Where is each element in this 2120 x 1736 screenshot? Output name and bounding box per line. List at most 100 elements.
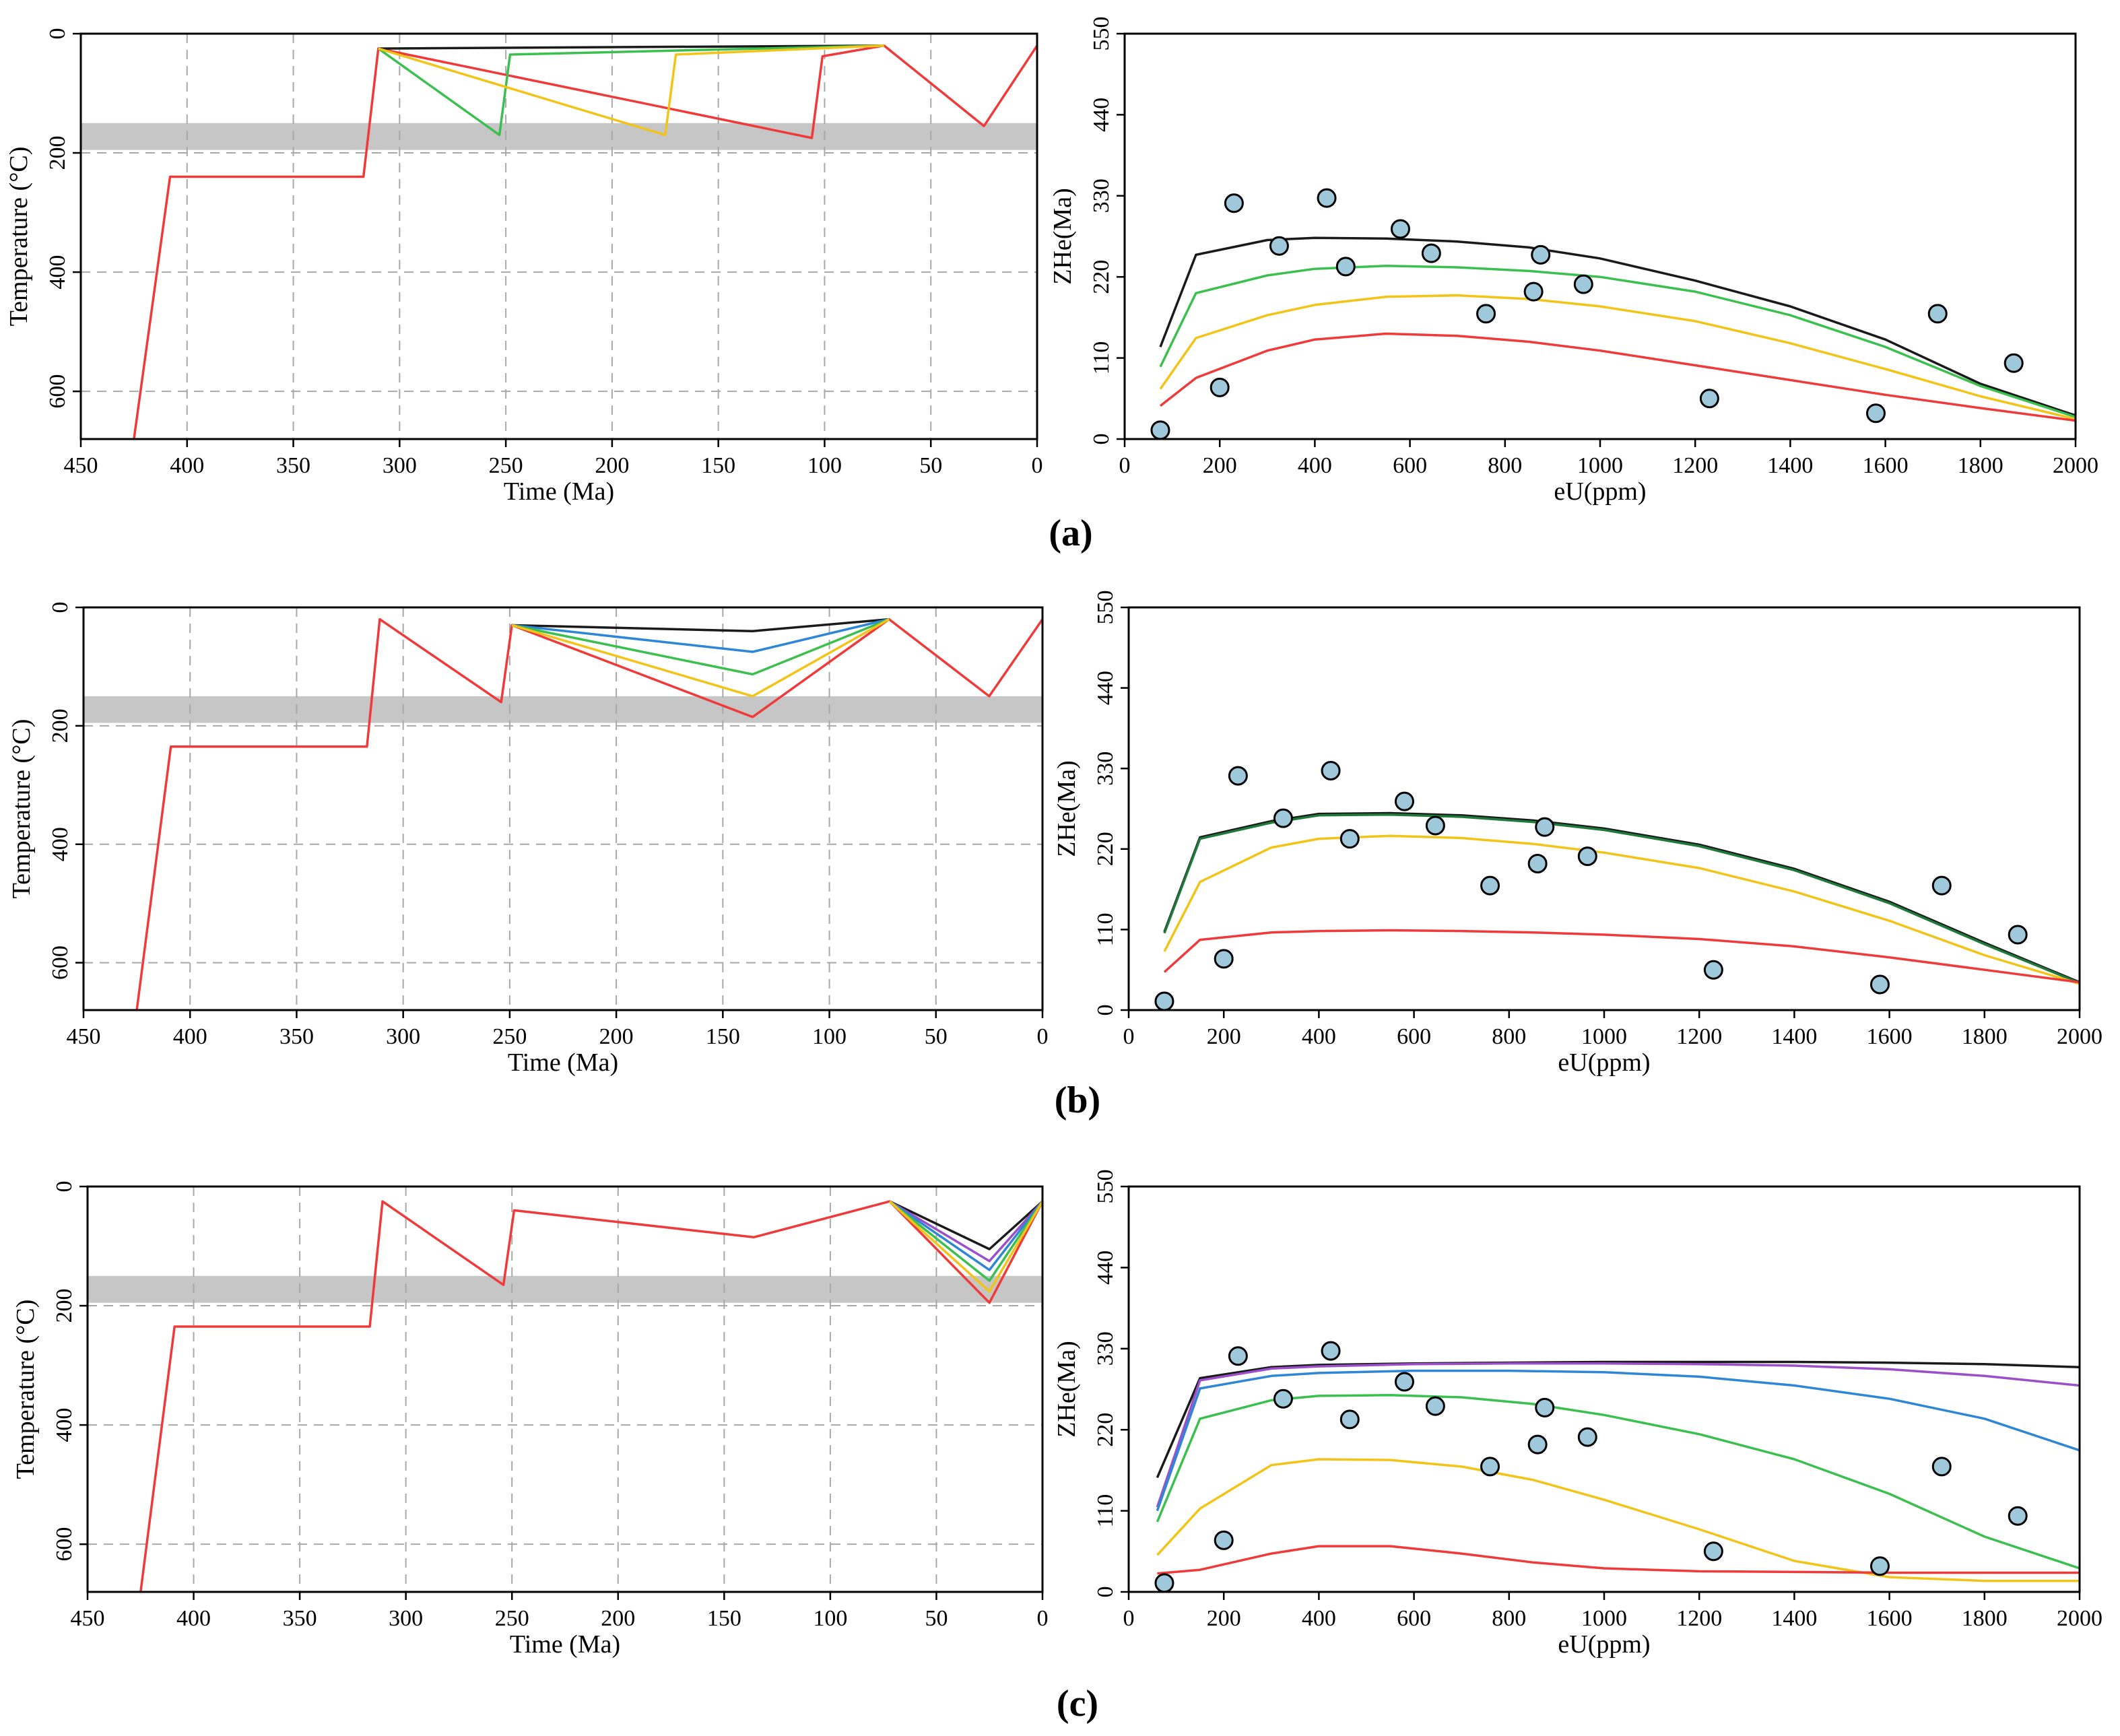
x-tick-label: 1200 [1672, 453, 1718, 478]
x-axis-label: eU(ppm) [1554, 477, 1646, 506]
data-point [1273, 808, 1293, 828]
pazone-band [84, 696, 1042, 723]
x-tick-label: 100 [813, 1606, 847, 1631]
y-axis-label: Temperature (°C) [7, 719, 36, 899]
x-tick-label: 300 [389, 1606, 423, 1631]
data-point [1214, 949, 1234, 969]
data-point [2003, 353, 2024, 373]
y-tick-label: 440 [1093, 671, 1118, 705]
x-tick-label: 200 [601, 1606, 635, 1631]
series-group [135, 617, 1042, 1010]
y-tick-label: 0 [1093, 1587, 1118, 1598]
series-line-black [1163, 811, 2080, 984]
x-tick-label: 400 [1298, 453, 1332, 478]
data-point [1335, 257, 1356, 277]
y-tick-label: 110 [1093, 1494, 1118, 1528]
y-tick-label: 200 [52, 1289, 77, 1323]
data-point [1577, 1427, 1597, 1447]
data-point [1317, 188, 1337, 208]
x-tick-label: 1600 [1867, 1606, 1913, 1631]
x-tick-label: 300 [386, 1024, 420, 1049]
series-line-black [512, 617, 890, 632]
y-tick-label: 440 [1093, 1250, 1118, 1285]
data-point [1699, 389, 1719, 409]
series-line-yellow [511, 618, 890, 698]
x-tick-label: 0 [1123, 1024, 1135, 1049]
x-axis-label: Time (Ma) [508, 1048, 618, 1077]
x-tick-label: 150 [706, 1024, 740, 1049]
data-point [1394, 791, 1414, 811]
x-tick-label: 200 [595, 453, 629, 478]
x-tick-label: 1400 [1771, 1606, 1817, 1631]
series-line-blue [1156, 1369, 2080, 1512]
x-tick-label: 600 [1397, 1024, 1431, 1049]
series-line-red [1157, 1545, 2080, 1575]
x-tick-label: 0 [1037, 1024, 1049, 1049]
y-axis-label: Temperature (°C) [5, 147, 33, 327]
series-group [133, 44, 1037, 439]
x-tick-label: 450 [71, 1606, 105, 1631]
y-axis-label: Temperature (°C) [11, 1300, 40, 1479]
x-tick-label: 300 [383, 453, 417, 478]
series-line-black [378, 44, 884, 50]
data-point [1703, 1541, 1723, 1562]
x-tick-label: 150 [701, 453, 735, 478]
x-tick-label: 800 [1492, 1606, 1526, 1631]
x-tick-label: 600 [1393, 453, 1427, 478]
y-tick-label: 110 [1093, 913, 1118, 947]
x-tick-label: 100 [807, 453, 842, 478]
x-tick-label: 50 [925, 1024, 948, 1049]
series-line-yellow [378, 44, 884, 137]
plot-frame [1127, 1185, 2081, 1593]
data-point [1150, 420, 1170, 440]
data-point [1390, 219, 1410, 239]
x-tick-label: 100 [812, 1024, 847, 1049]
x-axis-label: Time (Ma) [504, 477, 614, 506]
series-line-purple [1156, 1362, 2080, 1508]
x-tick-label: 0 [1032, 453, 1043, 478]
x-tick-label: 350 [283, 1606, 317, 1631]
x-tick-label: 250 [492, 1024, 527, 1049]
x-tick-label: 200 [1207, 1606, 1241, 1631]
plot-frame [82, 606, 1044, 1011]
y-tick-label: 200 [45, 136, 70, 170]
y-tick-label: 220 [1093, 832, 1118, 866]
x-axis-label: eU(ppm) [1558, 1048, 1650, 1077]
x-tick-label: 2000 [2057, 1606, 2102, 1631]
y-tick-label: 400 [48, 827, 73, 861]
series-line-purple [889, 1200, 1042, 1263]
data-point [1523, 281, 1544, 302]
y-axis-label: ZHe(Ma) [1053, 760, 1081, 857]
panel-a-left: 450 400 350 300 250 200 150 100 50 0 0 200 400 600 Tim… [5, 28, 1043, 506]
series-group [1156, 1360, 2080, 1582]
x-tick-label: 150 [707, 1606, 741, 1631]
data-point [1480, 875, 1500, 896]
x-tick-label: 1000 [1577, 453, 1623, 478]
series-line-black [889, 1200, 1042, 1250]
data-point [1339, 829, 1360, 849]
plot-frame [1127, 606, 2081, 1011]
panel-label-b: (b) [1055, 1079, 1100, 1121]
x-tick-label: 1600 [1863, 453, 1909, 478]
data-point [1394, 1372, 1414, 1392]
x-tick-label: 1200 [1676, 1024, 1722, 1049]
series-line-black [1159, 236, 2076, 417]
y-tick-label: 550 [1093, 1170, 1118, 1204]
x-tick-label: 1800 [1962, 1024, 2008, 1049]
x-tick-label: 200 [1203, 453, 1237, 478]
x-tick-label: 50 [919, 453, 942, 478]
x-tick-label: 600 [1397, 1606, 1431, 1631]
x-tick-label: 0 [1037, 1606, 1049, 1631]
data-point [1269, 236, 1289, 256]
x-tick-label: 350 [279, 1024, 314, 1049]
series-line-darkgreen [1163, 813, 2080, 984]
data-point [1154, 1573, 1174, 1593]
data-point [1535, 1397, 1555, 1417]
series-line-blue [511, 617, 890, 653]
data-point [1703, 960, 1723, 980]
data-point [1931, 875, 1952, 896]
data-point [1927, 304, 1948, 324]
y-tick-label: 440 [1089, 98, 1114, 132]
y-tick-label: 330 [1093, 752, 1118, 786]
panel-b-left: 450 400 350 300 250 200 150 100 50 0 0 200 400 600 Tim… [7, 602, 1049, 1077]
